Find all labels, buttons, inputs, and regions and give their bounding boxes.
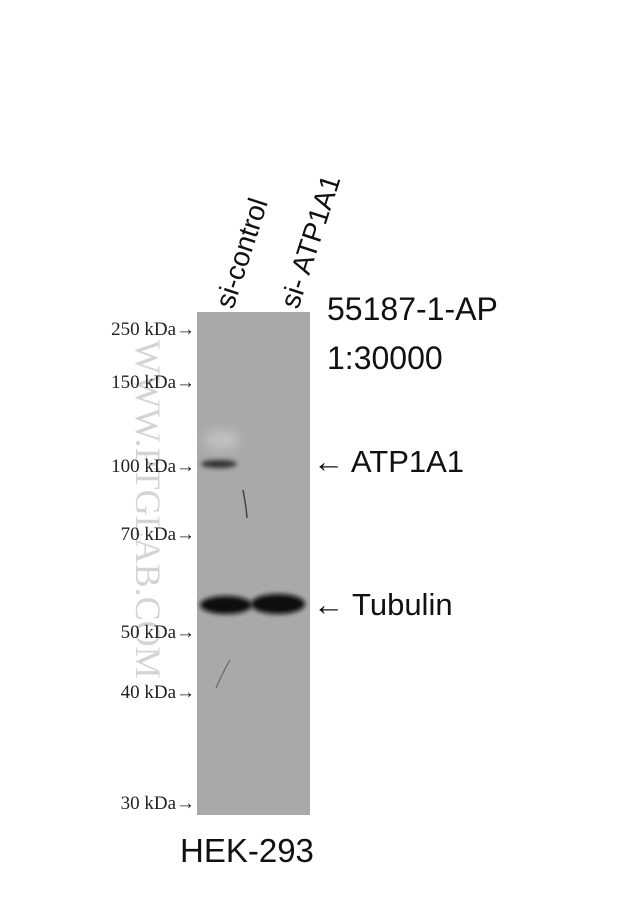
artifact (215, 659, 231, 689)
marker-label: 30 kDa→ (121, 793, 195, 814)
marker-label: 40 kDa→ (121, 682, 195, 703)
marker-label: 100 kDa→ (111, 456, 195, 477)
smear (204, 430, 240, 450)
watermark: WWW.PTGLAB.COM (128, 340, 168, 679)
tubulin-band (200, 596, 252, 614)
marker-label: 70 kDa→ (121, 524, 195, 545)
blot-membrane (197, 312, 310, 815)
artifact (242, 489, 248, 519)
marker-label: 150 kDa→ (111, 372, 195, 393)
antibody-id: 55187-1-AP (327, 291, 498, 327)
band-label: ← Tubulin (313, 587, 453, 622)
marker-label: 50 kDa→ (121, 622, 195, 643)
band-label: ← ATP1A1 (313, 444, 464, 479)
antibody-dilution: 1:30000 (327, 340, 443, 376)
cell-line: HEK-293 (180, 832, 314, 869)
lane-label: si-control (209, 194, 274, 312)
atp1a1-band (201, 460, 237, 468)
tubulin-band (251, 594, 305, 614)
marker-label: 250 kDa→ (111, 319, 195, 340)
